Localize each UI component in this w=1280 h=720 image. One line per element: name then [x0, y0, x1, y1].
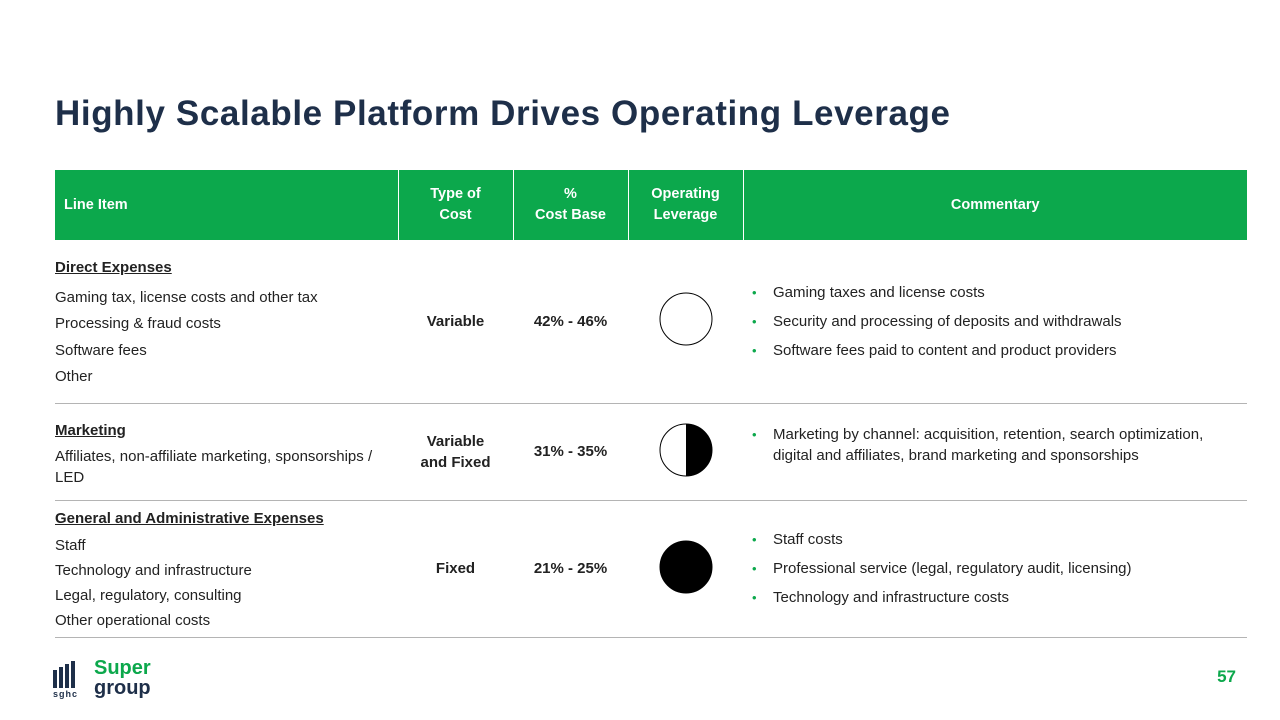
empty-circle-icon: [659, 292, 712, 346]
line-item-list: Gaming tax, license costs and other tax …: [55, 285, 398, 391]
bullet-icon: •: [752, 532, 757, 547]
line-item-cell: Marketing Affiliates, non-affiliate mark…: [55, 403, 398, 501]
commentary-item: • Staff costs: [743, 525, 1247, 554]
leverage-cell: [628, 500, 743, 638]
commentary-cell: • Marketing by channel: acquisition, rete…: [743, 403, 1247, 501]
section-heading: General and Administrative Expenses: [55, 509, 324, 527]
logo-small-text: sghc: [53, 689, 78, 699]
bullet-icon: •: [752, 284, 757, 300]
line-item: Other: [55, 368, 93, 386]
line-item-cell: Direct Expenses Gaming tax, license cost…: [55, 240, 398, 404]
line-item-cell: General and Administrative Expenses Staf…: [55, 500, 398, 638]
table-row-general-admin: General and Administrative Expenses Staf…: [55, 500, 1247, 638]
section-heading: Direct Expenses: [55, 258, 172, 276]
super-group-logo: sghc Super group: [52, 655, 172, 706]
bullet-icon: •: [752, 590, 757, 605]
logo-word-group: group: [94, 677, 151, 699]
bullet-icon: •: [752, 426, 757, 442]
cost-structure-table: Line Item Type of Cost % Cost Base Opera…: [55, 170, 1247, 638]
commentary-list: • Marketing by channel: acquisition, rete…: [743, 424, 1247, 466]
commentary-item: • Marketing by channel: acquisition, rete…: [752, 425, 1204, 464]
cost-type-cell: Fixed: [398, 500, 513, 638]
cost-type: Variable: [426, 312, 485, 330]
cost-base-cell: 21% - 25%: [513, 500, 628, 638]
bullet-icon: •: [752, 313, 757, 329]
leverage-cell: [628, 240, 743, 404]
line-item: Legal, regulatory, consulting: [55, 586, 242, 604]
commentary-item: • Professional service (legal, regulatory…: [743, 554, 1247, 583]
cost-type: and Fixed: [420, 453, 491, 471]
line-item: Processing & fraud costs: [55, 315, 221, 333]
bullet-icon: •: [752, 561, 757, 576]
commentary-cell: • Staff costs • Professional service (lega…: [743, 500, 1247, 638]
line-item: Affiliates, non-affiliate marketing, spo…: [55, 447, 373, 486]
commentary-list: • Staff costs • Professional service (lega…: [743, 525, 1247, 612]
header-commentary: Commentary: [743, 170, 1247, 240]
cost-type-cell: Variable: [398, 240, 513, 404]
commentary-item: • Gaming taxes and license costs: [743, 278, 1247, 307]
commentary-cell: • Gaming taxes and license costs • Securit…: [743, 240, 1247, 404]
table-row-marketing: Marketing Affiliates, non-affiliate mark…: [55, 403, 1247, 501]
cost-type-cell: Variable and Fixed: [398, 403, 513, 501]
commentary-item: • Software fees paid to content and produ…: [743, 336, 1247, 365]
commentary-item: • Technology and infrastructure costs: [743, 583, 1247, 612]
page-number: 57: [1217, 667, 1236, 686]
line-item: Staff: [55, 536, 86, 554]
line-item: Technology and infrastructure: [55, 561, 252, 579]
line-item-list: Affiliates, non-affiliate marketing, spo…: [55, 446, 398, 488]
line-item-list: Staff Technology and infrastructure Lega…: [55, 533, 398, 633]
cost-type: Fixed: [435, 560, 476, 577]
cost-base-cell: 42% - 46%: [513, 240, 628, 404]
header-operating-leverage: Operating Leverage: [628, 170, 744, 240]
section-heading: Marketing: [55, 421, 126, 439]
line-item: Software fees: [55, 341, 147, 359]
header-line-item: Line Item: [55, 170, 399, 240]
commentary-list: • Gaming taxes and license costs • Securit…: [743, 278, 1247, 365]
leverage-cell: [628, 403, 743, 501]
header-pct-cost-base: % Cost Base: [513, 170, 629, 240]
cost-type: Variable: [426, 432, 485, 450]
commentary-item: • Security and processing of deposits and…: [743, 307, 1247, 336]
logo-mark: sghc Super group: [53, 657, 151, 699]
half-filled-circle-icon: [659, 423, 712, 476]
table-header-row: Line Item Type of Cost % Cost Base Opera…: [55, 170, 1247, 240]
table-row-direct-expenses: Direct Expenses Gaming tax, license cost…: [55, 240, 1247, 404]
header-type-of-cost: Type of Cost: [398, 170, 514, 240]
page-title: Highly Scalable Platform Drives Operatin…: [55, 94, 951, 133]
filled-circle-icon: [659, 540, 712, 593]
line-item: Gaming tax, license costs and other tax: [55, 288, 318, 306]
line-item: Other operational costs: [55, 611, 211, 629]
logo-word-super: Super: [94, 657, 151, 679]
cost-base-cell: 31% - 35%: [513, 403, 628, 501]
bullet-icon: •: [752, 342, 757, 358]
